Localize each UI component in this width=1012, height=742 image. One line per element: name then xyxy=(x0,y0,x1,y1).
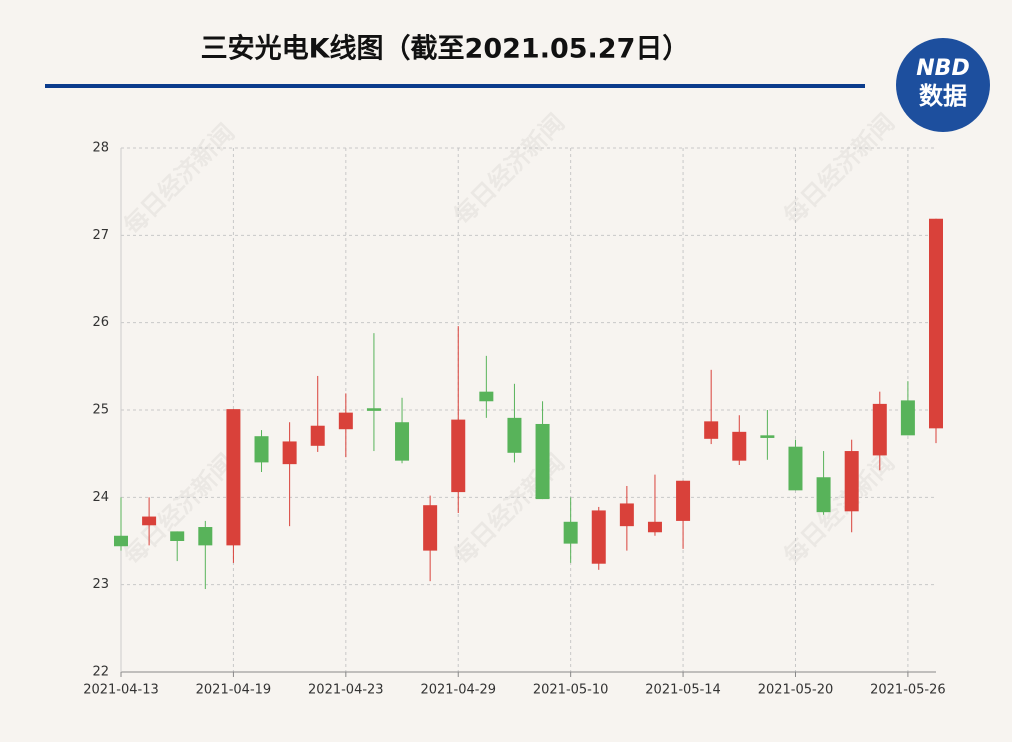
candle-body xyxy=(198,527,213,546)
candle-body xyxy=(226,409,241,546)
candle-body xyxy=(507,417,522,453)
candle-body xyxy=(591,510,606,564)
candle-body xyxy=(760,435,775,438)
candle-body xyxy=(676,480,691,521)
candle-body xyxy=(816,477,831,513)
candle-body xyxy=(142,516,157,526)
candle-body xyxy=(366,408,381,411)
candle-body xyxy=(563,521,578,544)
logo-text: NBD xyxy=(916,56,969,81)
candle-body xyxy=(872,403,887,456)
y-tick-label: 28 xyxy=(92,141,109,156)
logo-badge xyxy=(896,38,990,132)
candle-body xyxy=(647,521,662,533)
candle-body xyxy=(732,431,747,461)
x-tick-label: 2021-04-23 xyxy=(308,683,384,698)
candle-body xyxy=(479,391,494,402)
candle-body xyxy=(844,451,859,512)
title-rule xyxy=(45,84,865,88)
x-tick-label: 2021-05-26 xyxy=(870,683,946,698)
x-tick-label: 2021-04-19 xyxy=(196,683,272,698)
candle-body xyxy=(423,505,438,551)
candle-body xyxy=(535,423,550,500)
y-tick-label: 26 xyxy=(92,315,109,330)
x-tick-label: 2021-04-29 xyxy=(420,683,496,698)
candle-body xyxy=(282,441,297,465)
candle-body xyxy=(619,503,634,527)
candle-body xyxy=(310,425,325,446)
candle-body xyxy=(929,218,943,429)
candle-body xyxy=(704,421,719,439)
logo-text: 数据 xyxy=(919,82,967,110)
candle-body xyxy=(338,412,353,430)
x-tick-label: 2021-05-20 xyxy=(758,683,834,698)
y-tick-label: 22 xyxy=(92,665,109,680)
candle-body xyxy=(170,531,185,541)
candle-body xyxy=(451,419,466,493)
candle-body xyxy=(788,446,803,491)
x-tick-label: 2021-04-13 xyxy=(83,683,159,698)
x-tick-label: 2021-05-14 xyxy=(645,683,721,698)
y-tick-label: 25 xyxy=(92,403,109,418)
y-tick-label: 27 xyxy=(92,228,109,243)
candle-body xyxy=(395,422,410,461)
candle-body xyxy=(900,400,915,436)
y-tick-label: 24 xyxy=(92,490,109,505)
candle-body xyxy=(114,535,128,547)
chart-title: 三安光电K线图（截至2021.05.27日） xyxy=(201,34,690,65)
y-tick-label: 23 xyxy=(92,577,109,592)
candle-body xyxy=(254,436,269,463)
x-tick-label: 2021-05-10 xyxy=(533,683,609,698)
